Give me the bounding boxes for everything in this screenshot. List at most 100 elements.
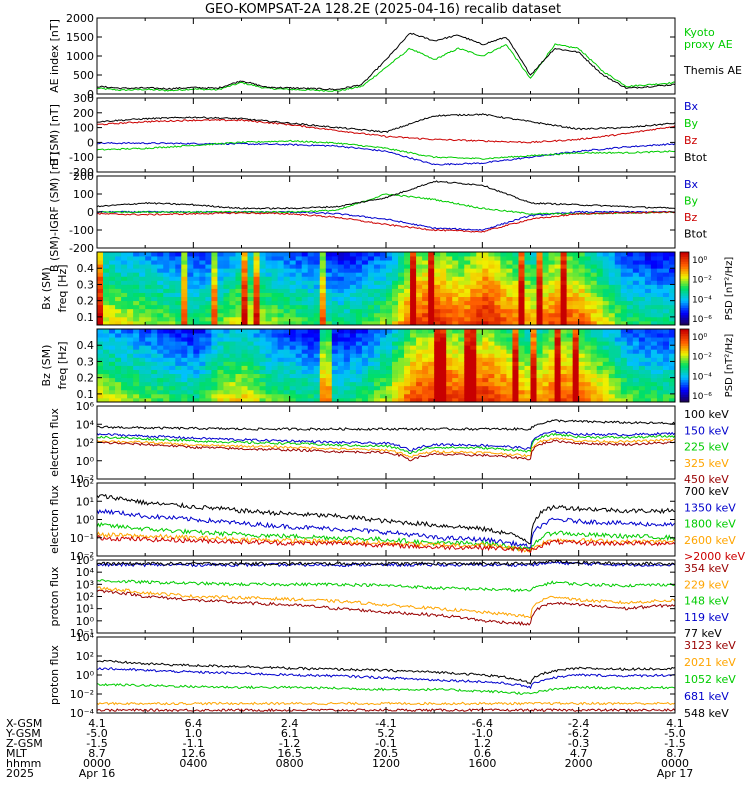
y-tick-label: 10⁴ (76, 566, 95, 579)
spectrogram-cell (301, 276, 309, 281)
spectrogram-cell (205, 276, 212, 281)
spectrogram-cell (199, 252, 206, 257)
spectrogram-cell (494, 385, 501, 391)
spectrogram-cell (109, 365, 116, 370)
spectrogram-cell (422, 329, 429, 334)
spectrogram-cell (398, 389, 405, 395)
spectrogram-cell (458, 300, 465, 306)
spectrogram-cell (181, 329, 188, 334)
spectrogram-cell (325, 373, 333, 379)
spectrogram-cell (193, 300, 200, 306)
spectrogram-cell (446, 288, 453, 293)
spectrogram-cell (542, 345, 549, 350)
spectrogram-cell (584, 264, 592, 269)
spectrogram-cell (662, 329, 670, 334)
spectrogram-cell (620, 288, 628, 293)
spectrogram-cell (590, 252, 598, 257)
spectrogram-cell (410, 337, 417, 342)
spectrogram-cell (109, 381, 116, 387)
axis-table-cell: 6.4 (185, 717, 203, 730)
spectrogram-cell (247, 272, 254, 277)
spectrogram-cell (500, 300, 507, 306)
y-tick-label: -200 (69, 242, 94, 255)
spectrogram-cell (530, 316, 537, 322)
spectrogram-cell (157, 296, 164, 302)
spectrogram-cell (452, 288, 459, 293)
spectrogram-cell (289, 381, 297, 387)
axis-table-cell: 1.2 (474, 737, 492, 750)
spectrogram-cell (115, 252, 122, 257)
spectrogram-cell (410, 288, 417, 293)
spectrogram-cell (650, 353, 658, 358)
spectrogram-cell (632, 357, 640, 362)
spectrogram-cell (422, 252, 429, 257)
spectrogram-cell (295, 284, 303, 289)
spectrogram-cell (548, 300, 555, 306)
spectrogram-cell (205, 280, 212, 285)
spectrogram-cell (482, 316, 489, 322)
spectrogram-cell (476, 288, 483, 293)
spectrogram-cell (632, 361, 640, 366)
spectrogram-cell (289, 365, 297, 370)
spectrogram-cell (638, 316, 646, 322)
spectrogram-cell (596, 272, 604, 277)
spectrogram-cell (590, 385, 598, 391)
spectrogram-cell (536, 292, 543, 298)
spectrogram-cell (241, 361, 248, 366)
spectrogram-cell (319, 276, 327, 281)
spectrogram-cell (115, 320, 122, 326)
spectrogram-cell (235, 312, 242, 318)
spectrogram-cell (548, 389, 555, 395)
spectrogram-cell (632, 292, 640, 298)
spectrogram-cell (524, 300, 531, 306)
spectrogram-cell (307, 373, 315, 379)
spectrogram-cell (229, 349, 236, 354)
spectrogram-cell (500, 304, 507, 310)
spectrogram-cell (554, 357, 561, 362)
spectrogram-cell (626, 349, 634, 354)
spectrogram-cell (446, 345, 453, 350)
spectrogram-cell (127, 353, 134, 358)
spectrogram-cell (139, 308, 146, 314)
spectrogram-cell (644, 284, 652, 289)
spectrogram-cell (446, 361, 453, 366)
spectrogram-cell (331, 357, 339, 362)
spectrogram-cell (644, 337, 652, 342)
spectrogram-cell (464, 353, 471, 358)
spectrogram-cell (404, 333, 411, 338)
spectrogram-cell (548, 256, 555, 261)
spectrogram-cell (464, 260, 471, 265)
spectrogram-cell (410, 389, 417, 395)
spectrogram-cell (476, 385, 483, 391)
spectrogram-cell (500, 329, 507, 334)
axis-table-cell: 6.1 (281, 727, 299, 740)
spectrogram-cell (482, 308, 489, 314)
spectrogram-cell (644, 349, 652, 354)
spectrogram-cell (367, 288, 375, 293)
spectrogram-cell (193, 385, 200, 391)
spectrogram-cell (452, 312, 459, 318)
spectrogram-cell (319, 268, 327, 273)
spectrogram-cell (656, 357, 664, 362)
spectrogram-cell (554, 284, 561, 289)
spectrogram-cell (488, 252, 495, 257)
spectrogram-cell (476, 349, 483, 354)
colorbar-swatch (680, 288, 689, 292)
spectrogram-cell (349, 252, 357, 257)
spectrogram-cell (602, 300, 610, 306)
spectrogram-cell (482, 268, 489, 273)
spectrogram-cell (422, 393, 429, 399)
spectrogram-cell (572, 268, 580, 273)
spectrogram-cell (259, 288, 266, 293)
spectrogram-cell (644, 353, 652, 358)
spectrogram-cell (283, 365, 291, 370)
spectrogram-cell (404, 369, 411, 375)
spectrogram-cell (662, 272, 670, 277)
spectrogram-cell (289, 256, 297, 261)
spectrogram-cell (566, 365, 574, 370)
spectrogram-cell (644, 252, 652, 257)
spectrogram-cell (656, 320, 664, 326)
spectrogram-cell (500, 365, 507, 370)
spectrogram-cell (367, 316, 375, 322)
spectrogram-cell (199, 333, 206, 338)
